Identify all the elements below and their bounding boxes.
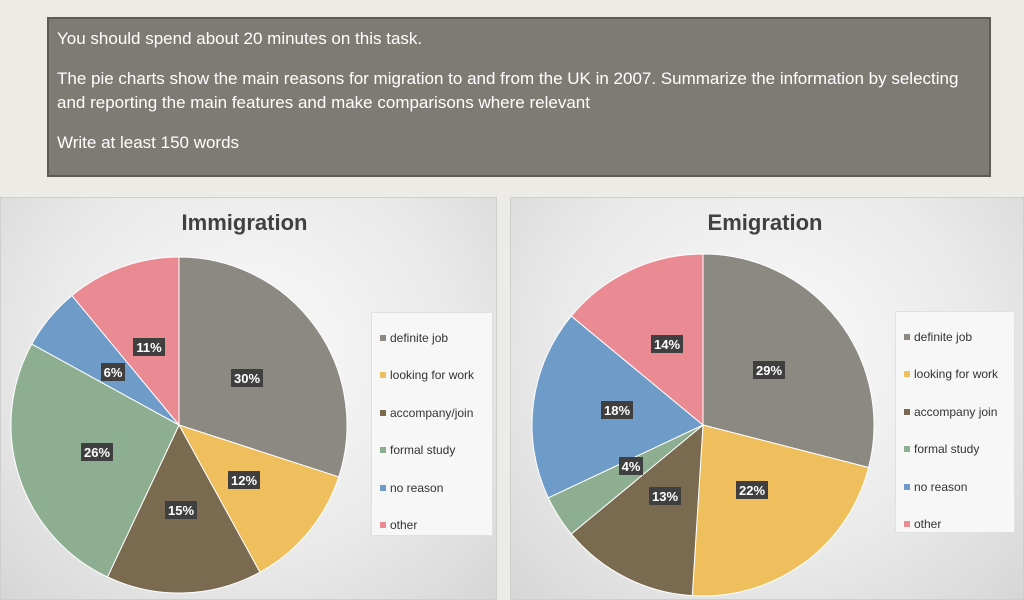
legend-label: no reason [390, 480, 444, 495]
legend-swatch [380, 372, 386, 379]
legend-swatch [380, 447, 386, 454]
pie-data-label: 14% [651, 335, 683, 353]
legend-item: looking for work [904, 356, 1006, 394]
legend-item: accompany/join [380, 394, 484, 432]
pie-data-label: 13% [649, 487, 681, 505]
legend-label: formal study [914, 442, 980, 457]
legend-item: accompany join [904, 393, 1006, 431]
pie-slice-other [71, 256, 180, 427]
emigration-pie-chart: 29% 22% 13% 4% 18% 14% [531, 253, 875, 597]
legend-label: other [914, 517, 942, 532]
svg-text:14%: 14% [654, 337, 680, 352]
legend-item: other [904, 506, 1006, 544]
svg-text:18%: 18% [604, 403, 630, 418]
pie-data-label: 15% [165, 501, 197, 519]
legend-label: definite job [390, 330, 449, 345]
legend-swatch [380, 484, 386, 491]
pie-slice-looking-for-work [691, 424, 870, 597]
svg-text:13%: 13% [652, 489, 678, 504]
svg-text:30%: 30% [234, 371, 260, 386]
task-time-instruction: You should spend about 20 minutes on thi… [57, 29, 423, 48]
legend-swatch [904, 371, 910, 378]
legend-label: no reason [914, 479, 968, 494]
legend-item: looking for work [380, 357, 484, 395]
task-description: The pie charts show the main reasons for… [57, 69, 959, 112]
svg-text:4%: 4% [622, 459, 641, 474]
legend-item: no reason [904, 468, 1006, 506]
legend-label: looking for work [914, 367, 999, 382]
legend-swatch [904, 483, 910, 490]
task-word-count: Write at least 150 words [57, 133, 240, 152]
legend-label: formal study [390, 443, 456, 458]
immigration-chart-panel: Immigration 30% 12% 15% 26% 6% 11% definite j… [0, 197, 497, 600]
svg-text:26%: 26% [84, 445, 110, 460]
pie-data-label: 29% [753, 361, 785, 379]
task-prompt-box: You should spend about 20 minutes on thi… [47, 17, 991, 177]
legend-item: definite job [904, 318, 1006, 356]
svg-text:6%: 6% [104, 365, 123, 380]
emigration-chart-panel: Emigration 29% 22% 13% 4% 18% 14% definite jo… [510, 197, 1024, 600]
legend-label: accompany/join [390, 405, 474, 420]
svg-text:11%: 11% [136, 340, 162, 355]
chart-title: Emigration [707, 210, 823, 235]
legend-swatch [904, 521, 910, 528]
pie-slice-definite-job [702, 253, 875, 469]
legend-item: no reason [380, 469, 484, 507]
svg-text:29%: 29% [756, 363, 782, 378]
pie-data-label: 12% [228, 471, 260, 489]
pie-data-label: 22% [736, 481, 768, 499]
svg-text:12%: 12% [231, 473, 257, 488]
legend-item: other [380, 507, 484, 545]
legend-swatch [380, 522, 386, 529]
legend-swatch [380, 334, 386, 341]
svg-text:15%: 15% [168, 503, 194, 518]
pie-data-label: 11% [133, 338, 165, 356]
pie-slice-looking-for-work [177, 424, 340, 573]
legend-swatch [904, 333, 910, 340]
legend-item: formal study [904, 431, 1006, 469]
legend-item: definite job [380, 319, 484, 357]
pie-slice-other [570, 253, 704, 427]
legend-label: other [390, 518, 418, 533]
pie-data-label: 18% [601, 401, 633, 419]
legend-label: definite job [914, 329, 973, 344]
legend-swatch [904, 446, 910, 453]
emigration-legend: definite job looking for work accompany jo… [895, 311, 1015, 533]
pie-data-label: 26% [81, 443, 113, 461]
immigration-pie-chart: 30% 12% 15% 26% 6% 11% [10, 256, 348, 594]
chart-title: Immigration [181, 210, 308, 235]
svg-text:22%: 22% [739, 483, 765, 498]
pie-data-label: 4% [619, 457, 643, 475]
pie-slice-accompany-join [570, 423, 704, 597]
legend-item: formal study [380, 432, 484, 470]
pie-data-label: 6% [101, 363, 125, 381]
legend-label: accompany join [914, 404, 998, 419]
legend-swatch [904, 408, 910, 415]
legend-label: looking for work [390, 368, 475, 383]
pie-data-label: 30% [231, 369, 263, 387]
legend-swatch [380, 409, 386, 416]
immigration-legend: definite job looking for work accompany/jo… [371, 312, 493, 536]
pie-slice-definite-job [178, 256, 348, 478]
